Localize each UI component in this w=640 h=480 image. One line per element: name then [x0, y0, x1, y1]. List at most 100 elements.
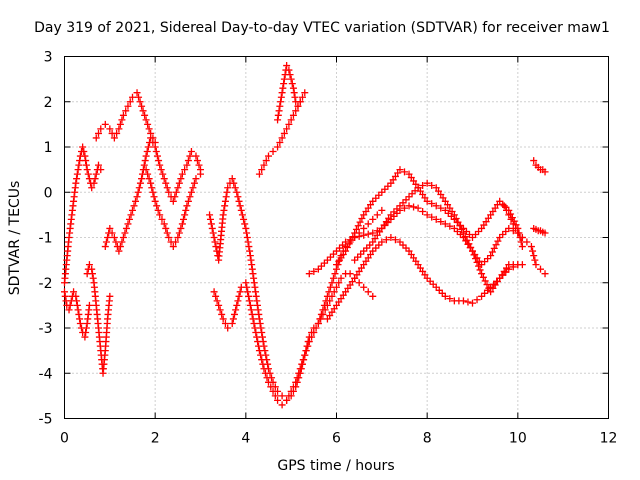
- data-point: [490, 244, 498, 252]
- data-point: [125, 215, 133, 223]
- data-point: [333, 283, 340, 291]
- data-point: [301, 89, 309, 97]
- data-point: [405, 193, 413, 201]
- series-track-o: [500, 202, 549, 278]
- data-point: [414, 204, 422, 212]
- x-tick-label: 6: [332, 431, 341, 447]
- data-point: [429, 280, 437, 288]
- data-point: [512, 224, 520, 232]
- data-point: [238, 211, 246, 219]
- data-point: [257, 324, 265, 332]
- data-point: [343, 243, 351, 251]
- data-point: [212, 243, 220, 251]
- data-point: [206, 215, 214, 223]
- data-point: [507, 215, 515, 223]
- data-point: [410, 203, 418, 211]
- data-point: [101, 243, 109, 251]
- data-point: [73, 297, 81, 305]
- data-point: [360, 247, 368, 255]
- data-point: [210, 288, 218, 296]
- data-point: [180, 215, 187, 223]
- data-point: [364, 230, 372, 238]
- data-point: [80, 148, 88, 156]
- data-point: [369, 292, 377, 300]
- data-point: [254, 338, 262, 346]
- data-point: [121, 229, 129, 237]
- data-point: [162, 179, 170, 187]
- data-point: [234, 193, 242, 201]
- data-point: [360, 224, 368, 232]
- data-point: [224, 324, 232, 332]
- data-point: [73, 170, 81, 178]
- data-point: [163, 229, 171, 237]
- data-point: [126, 98, 134, 106]
- data-point: [260, 161, 268, 169]
- data-point: [323, 292, 331, 300]
- data-point: [369, 247, 377, 255]
- data-point: [141, 111, 149, 119]
- data-point: [116, 243, 124, 251]
- data-point: [378, 188, 386, 196]
- data-point: [88, 270, 96, 278]
- data-point: [478, 270, 486, 278]
- data-point: [169, 243, 177, 251]
- data-point: [308, 333, 316, 341]
- data-point: [333, 247, 340, 255]
- data-point: [147, 134, 155, 142]
- data-point: [90, 179, 98, 187]
- data-point: [325, 288, 333, 296]
- series-track-l: [323, 234, 526, 323]
- data-point: [207, 220, 215, 228]
- data-point: [82, 157, 90, 165]
- data-point: [320, 301, 328, 309]
- data-point: [158, 215, 166, 223]
- data-point: [378, 238, 386, 246]
- data-point: [231, 310, 238, 318]
- data-point: [399, 199, 407, 207]
- data-point: [283, 396, 291, 404]
- data-point: [317, 262, 325, 270]
- data-point: [263, 374, 271, 382]
- data-point: [82, 329, 90, 337]
- data-point: [499, 230, 507, 238]
- data-point: [237, 206, 245, 214]
- data-point: [243, 229, 251, 237]
- data-point: [523, 238, 531, 246]
- series-track-j: [274, 62, 304, 124]
- data-point: [245, 292, 253, 300]
- data-point: [360, 231, 368, 239]
- data-point: [155, 157, 163, 165]
- data-point: [369, 229, 377, 237]
- data-point: [136, 98, 144, 106]
- data-point: [208, 224, 216, 232]
- data-point: [255, 347, 263, 355]
- data-point: [432, 283, 440, 291]
- data-point: [277, 98, 285, 106]
- data-point: [464, 298, 472, 306]
- data-point: [216, 306, 224, 314]
- data-point: [299, 356, 307, 364]
- data-point: [423, 197, 431, 205]
- data-point: [219, 315, 227, 323]
- x-tick-label: 2: [151, 431, 160, 447]
- y-tick-label: 0: [44, 185, 53, 201]
- data-point: [81, 152, 89, 160]
- data-point: [419, 207, 427, 215]
- data-point: [469, 299, 476, 307]
- data-point: [79, 143, 87, 151]
- data-point: [450, 215, 458, 223]
- data-point: [487, 252, 495, 260]
- data-point: [119, 234, 127, 241]
- data-point: [336, 244, 344, 252]
- data-point: [110, 134, 118, 142]
- data-point: [220, 206, 228, 214]
- data-point: [142, 166, 150, 174]
- data-point: [301, 351, 309, 359]
- data-point: [221, 202, 229, 210]
- data-point: [461, 233, 469, 241]
- data-point: [331, 270, 339, 278]
- data-point: [496, 197, 504, 205]
- data-point: [357, 250, 365, 258]
- data-point: [177, 224, 185, 232]
- data-point: [138, 102, 146, 110]
